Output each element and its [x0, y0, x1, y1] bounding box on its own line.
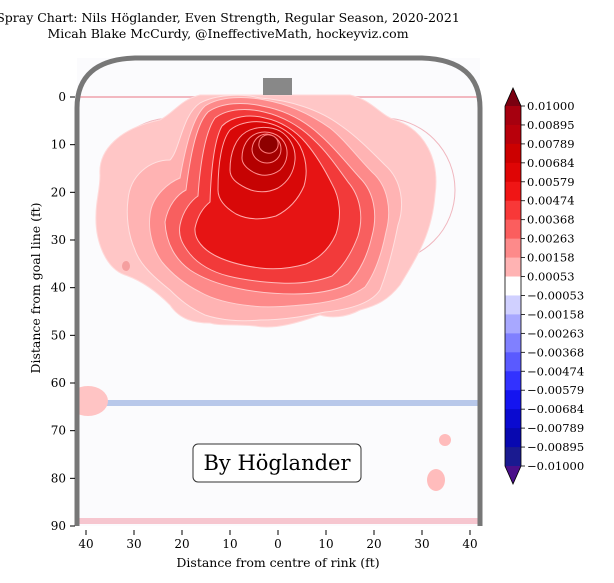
colorbar-band	[505, 124, 521, 145]
colorbar-band	[505, 390, 521, 410]
colorbar-tick-label: −0.00263	[527, 326, 584, 340]
colorbar-tick-label: −0.00053	[527, 288, 584, 302]
colorbar-tick-label: 0.00158	[527, 251, 575, 265]
colorbar-tick-label: 0.00474	[527, 194, 575, 208]
colorbar-tick-label: 0.00684	[527, 156, 575, 170]
colorbar-tick-label: −0.00895	[527, 440, 584, 454]
colorbar-band	[505, 106, 521, 126]
colorbar-band	[505, 371, 521, 391]
colorbar-tick-label: 0.00895	[527, 118, 575, 132]
shot-cluster-1	[122, 261, 130, 271]
x-tick-label: 0	[274, 537, 282, 551]
y-tick-label: 80	[51, 471, 66, 485]
colorbar-tick-label: 0.00368	[527, 213, 575, 227]
colorbar-extend-top	[505, 88, 521, 106]
shot-cluster-3	[439, 434, 451, 446]
colorbar-tick-label: 0.00053	[527, 270, 575, 284]
x-tick-label: 30	[126, 537, 141, 551]
annotation-text: By Höglander	[203, 451, 351, 475]
x-tick-label: 40	[462, 537, 477, 551]
colorbar-band	[505, 219, 521, 240]
y-tick-label: 20	[51, 185, 66, 199]
y-tick-label: 90	[51, 519, 66, 533]
colorbar-tick-label: −0.00368	[527, 345, 584, 359]
y-axis-label: Distance from goal line (ft)	[28, 202, 43, 373]
x-tick-label: 20	[366, 537, 381, 551]
y-tick-label: 70	[51, 424, 66, 438]
colorbar-tick-label: −0.00789	[527, 421, 584, 435]
colorbar-band	[505, 352, 521, 372]
colorbar-band	[505, 333, 521, 353]
x-axis-label: Distance from centre of rink (ft)	[176, 555, 379, 570]
chart-title: Spray Chart: Nils Höglander, Even Streng…	[0, 10, 460, 25]
colorbar-tick-label: −0.00684	[527, 402, 584, 416]
colorbar-band	[505, 447, 521, 467]
y-tick-label: 10	[51, 138, 66, 152]
contour-level-11	[258, 134, 279, 154]
colorbar-band	[505, 162, 521, 183]
colorbar-tick-label: −0.00579	[527, 383, 584, 397]
shot-cluster-2	[77, 386, 108, 416]
rink-boards	[74, 55, 483, 526]
colorbar-band	[505, 257, 521, 278]
colorbar: 0.01000 0.00895 0.00789 0.00684 0.00579 0.004…	[504, 87, 584, 485]
shot-cluster-4	[427, 469, 445, 491]
x-tick-label: 10	[222, 537, 237, 551]
x-tick-label: 20	[174, 537, 189, 551]
chart-subtitle: Micah Blake McCurdy, @IneffectiveMath, h…	[47, 26, 408, 41]
colorbar-tick-label: −0.01000	[527, 459, 584, 473]
y-tick-label: 40	[51, 281, 66, 295]
colorbar-band	[505, 295, 521, 315]
y-tick-label: 30	[51, 233, 66, 247]
y-axis: 0 10 20 30 40 50 60 70 80 90	[51, 90, 75, 533]
goal-net	[263, 78, 292, 95]
colorbar-band	[505, 314, 521, 334]
colorbar-tick-label: 0.00579	[527, 175, 575, 189]
x-axis: 40 30 20 10 0 10 20 30 40	[78, 530, 478, 551]
colorbar-tick-label: 0.00789	[527, 137, 575, 151]
density-contours	[77, 94, 451, 491]
colorbar-band	[505, 143, 521, 164]
colorbar-band	[505, 409, 521, 429]
colorbar-band	[505, 428, 521, 448]
y-tick-label: 50	[51, 328, 66, 342]
x-tick-label: 10	[318, 537, 333, 551]
colorbar-tick-label: 0.01000	[527, 99, 575, 113]
annotation-box	[192, 443, 362, 483]
colorbar-band	[505, 200, 521, 221]
colorbar-band	[505, 181, 521, 202]
colorbar-extend-bottom	[505, 466, 521, 484]
y-tick-label: 60	[51, 376, 66, 390]
x-tick-label: 40	[78, 537, 93, 551]
colorbar-band	[505, 276, 521, 296]
x-tick-label: 30	[414, 537, 429, 551]
colorbar-tick-label: −0.00474	[527, 364, 584, 378]
colorbar-tick-label: 0.00263	[527, 232, 575, 246]
colorbar-tick-label: −0.00158	[527, 307, 584, 321]
colorbar-band	[505, 238, 521, 259]
y-tick-label: 0	[58, 90, 66, 104]
